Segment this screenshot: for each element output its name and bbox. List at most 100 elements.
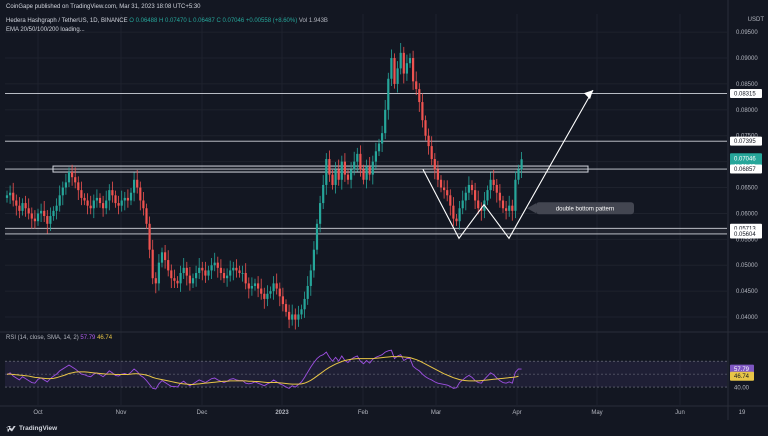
candle-body: [325, 159, 328, 185]
candle-body: [340, 161, 343, 180]
candle-body: [232, 267, 235, 271]
candle-body: [501, 200, 505, 209]
candle-body: [415, 81, 418, 90]
support-zone-box: [5, 228, 727, 234]
candle-body: [455, 218, 458, 222]
candle-body: [309, 270, 312, 286]
resistance-zone-box: [52, 165, 589, 173]
candle-body: [49, 216, 52, 224]
candle-body: [216, 262, 219, 268]
candle-body: [64, 182, 67, 188]
price-level-value: 0.05713: [734, 226, 756, 232]
price-tick-label: 0.08500: [736, 82, 758, 88]
candle-body: [430, 146, 433, 160]
candle-body: [303, 298, 306, 310]
time-axis[interactable]: Oct Nov Dec 2023 Feb Mar Apr May Jun 19: [33, 410, 746, 416]
candle-body: [260, 288, 263, 294]
candle-body: [52, 210, 55, 217]
candle-body: [145, 208, 148, 224]
rsi-value-tag: [730, 364, 754, 374]
footer-brand: TradingView: [19, 425, 58, 432]
price-level-value: 0.06857: [734, 167, 756, 173]
candle-body: [297, 314, 300, 320]
price-tick-label: 0.05000: [736, 263, 758, 269]
candle-body: [198, 267, 201, 274]
ema-legend: EMA 20/50/100/200 loading...: [6, 27, 85, 33]
candle-body: [272, 283, 275, 292]
candle-body: [377, 143, 381, 152]
candle-body: [294, 314, 297, 320]
candle-body: [173, 278, 176, 281]
candle-body: [458, 208, 461, 222]
ohlc-values: O 0.06488 H 0.07470 L 0.06487 C 0.07046 …: [129, 18, 298, 24]
price-tick-label: 0.04000: [736, 315, 758, 321]
candle-body: [102, 203, 105, 209]
candle-body: [247, 283, 250, 289]
candle-body: [61, 187, 64, 196]
candle-body: [439, 179, 443, 188]
candle-body: [269, 291, 272, 294]
candle-body: [80, 190, 83, 198]
candle-body: [136, 179, 139, 188]
callout-pointer: [527, 203, 536, 214]
candle-body: [362, 169, 365, 180]
candle-body: [443, 187, 446, 191]
candle-body: [470, 184, 474, 191]
candle-body: [253, 283, 257, 286]
rsi-value: 57.79: [80, 335, 96, 341]
arrow-head-icon: [584, 90, 593, 100]
candle-body: [160, 252, 164, 263]
candle-body: [43, 210, 46, 217]
candle-body: [114, 195, 117, 204]
candle-body: [129, 192, 133, 201]
candle-body: [467, 184, 470, 193]
candle-body: [288, 311, 291, 320]
candle-body: [328, 159, 331, 175]
candle-body: [452, 205, 455, 219]
candle-body: [393, 58, 396, 84]
price-level-value: 0.07395: [734, 139, 756, 145]
time-tick-label: Jun: [675, 410, 685, 416]
candle-body: [480, 208, 483, 211]
price-axis[interactable]: 0.095000.090000.085000.080000.075000.070…: [730, 30, 762, 321]
candle-body: [322, 184, 325, 204]
price-level-value: 0.05604: [734, 232, 756, 238]
candle-body: [402, 52, 405, 74]
tradingview-logo-icon: [6, 425, 16, 432]
candle-body: [185, 267, 188, 276]
candle-body: [46, 216, 49, 224]
candle-body: [356, 153, 359, 162]
candle-body: [511, 205, 514, 211]
candle-body: [117, 203, 120, 206]
candle-body: [176, 280, 179, 284]
candle-body: [204, 270, 207, 276]
candle-body: [95, 197, 98, 201]
candle-body: [508, 205, 511, 211]
tradingview-footer[interactable]: TradingView: [6, 425, 57, 432]
candle-body: [18, 205, 21, 211]
pattern-drawings: double bottom pattern: [422, 89, 634, 240]
candle-body: [263, 293, 266, 299]
price-level-tag: [730, 136, 762, 146]
candlesticks: [5, 43, 523, 330]
candle-body: [350, 169, 353, 180]
rsi-sma-line: [7, 356, 519, 385]
candle-body: [486, 190, 489, 201]
candle-body: [36, 213, 40, 222]
candle-body: [15, 200, 18, 206]
candle-body: [405, 63, 408, 74]
symbol-legend: Hedera Hashgraph / TetherUS, 1D, BINANCE…: [6, 18, 328, 24]
candle-body: [337, 169, 340, 180]
candle-body: [133, 179, 136, 193]
candle-body: [384, 109, 387, 134]
candle-body: [191, 278, 195, 284]
rsi-axis-label: 40.00: [734, 386, 750, 392]
candle-body: [182, 267, 185, 274]
rsi-sma-tag: [730, 371, 754, 381]
candle-body: [331, 174, 334, 185]
candle-body: [291, 314, 294, 320]
volume-value: Vol 1.943B: [298, 18, 328, 24]
